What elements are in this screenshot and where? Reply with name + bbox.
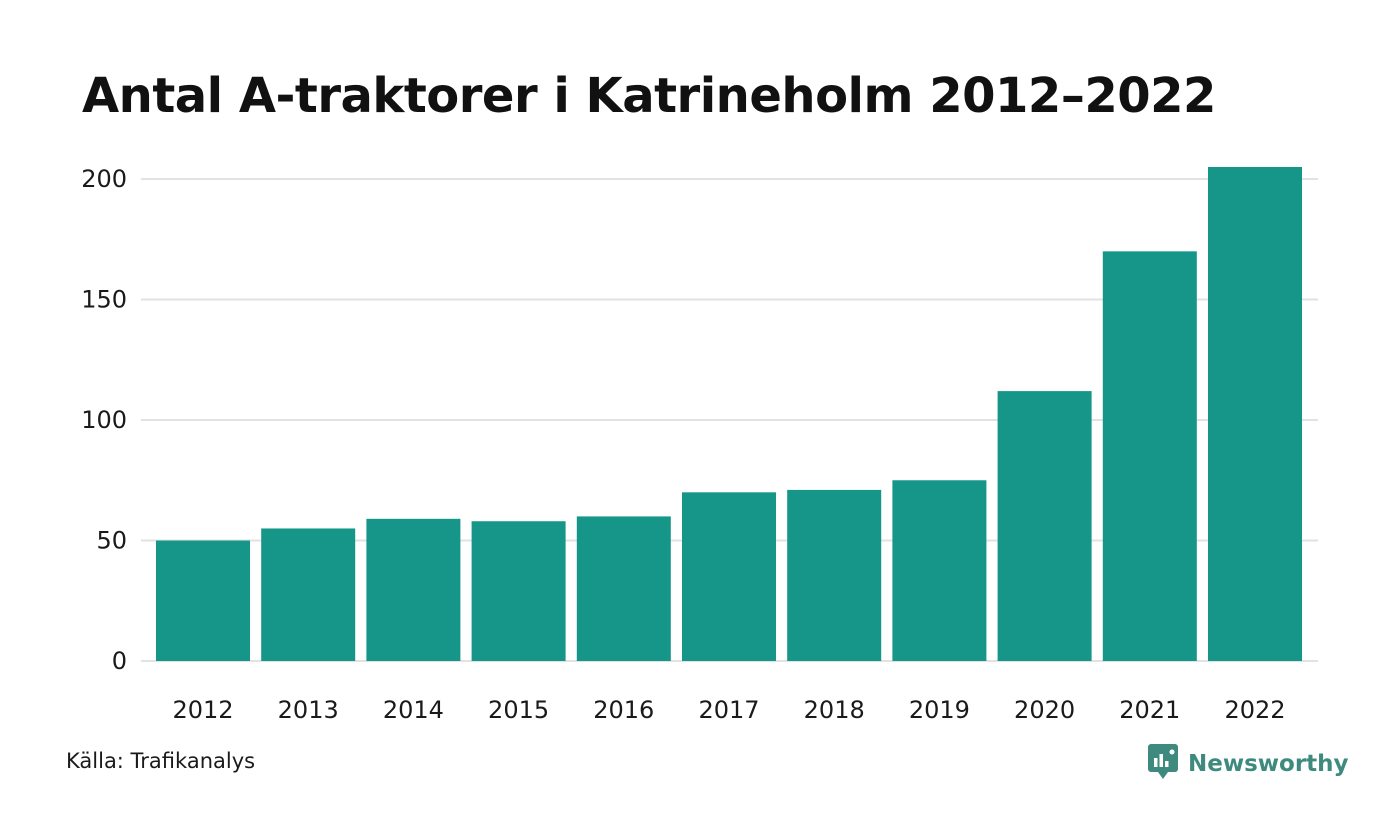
bar-2013 xyxy=(261,528,356,661)
bar-2017 xyxy=(682,492,776,661)
brand-logo[interactable]: Newsworthy xyxy=(1148,744,1349,784)
x-tick-label: 2018 xyxy=(804,696,865,724)
x-tick-label: 2020 xyxy=(1014,696,1075,724)
x-tick-label: 2019 xyxy=(909,696,970,724)
y-tick-label: 100 xyxy=(81,406,127,434)
source-note: Källa: Trafikanalys xyxy=(66,749,256,773)
x-tick-label: 2022 xyxy=(1224,696,1285,724)
y-axis-ticks: 0 50 100 150 200 xyxy=(81,165,127,675)
bar-2020 xyxy=(997,391,1092,661)
newsworthy-logo-icon xyxy=(1148,744,1178,784)
y-tick-label: 150 xyxy=(81,286,127,314)
x-tick-label: 2016 xyxy=(593,696,654,724)
x-tick-label: 2017 xyxy=(698,696,759,724)
x-axis-ticks: 2012 2013 2014 2015 2016 2017 2018 2019 2020 2021… xyxy=(172,696,1285,724)
y-tick-label: 200 xyxy=(81,165,127,193)
brand-name: Newsworthy xyxy=(1188,751,1349,777)
x-tick-label: 2015 xyxy=(488,696,549,724)
bar-2019 xyxy=(892,480,987,661)
bar-2015 xyxy=(471,521,566,661)
chart-title: Antal A-traktorer i Katrineholm 2012–202… xyxy=(82,68,1216,124)
bars xyxy=(156,167,1302,661)
bar-2021 xyxy=(1102,251,1197,661)
bar-2016 xyxy=(576,516,671,661)
bar-2012 xyxy=(156,540,250,661)
x-tick-label: 2012 xyxy=(172,696,233,724)
bar-2018 xyxy=(787,489,882,661)
x-tick-label: 2021 xyxy=(1119,696,1180,724)
y-tick-label: 50 xyxy=(96,527,127,555)
x-tick-label: 2014 xyxy=(383,696,444,724)
bar-2014 xyxy=(366,518,461,661)
x-tick-label: 2013 xyxy=(278,696,339,724)
y-tick-label: 0 xyxy=(112,647,127,675)
bar-2022 xyxy=(1208,167,1302,661)
